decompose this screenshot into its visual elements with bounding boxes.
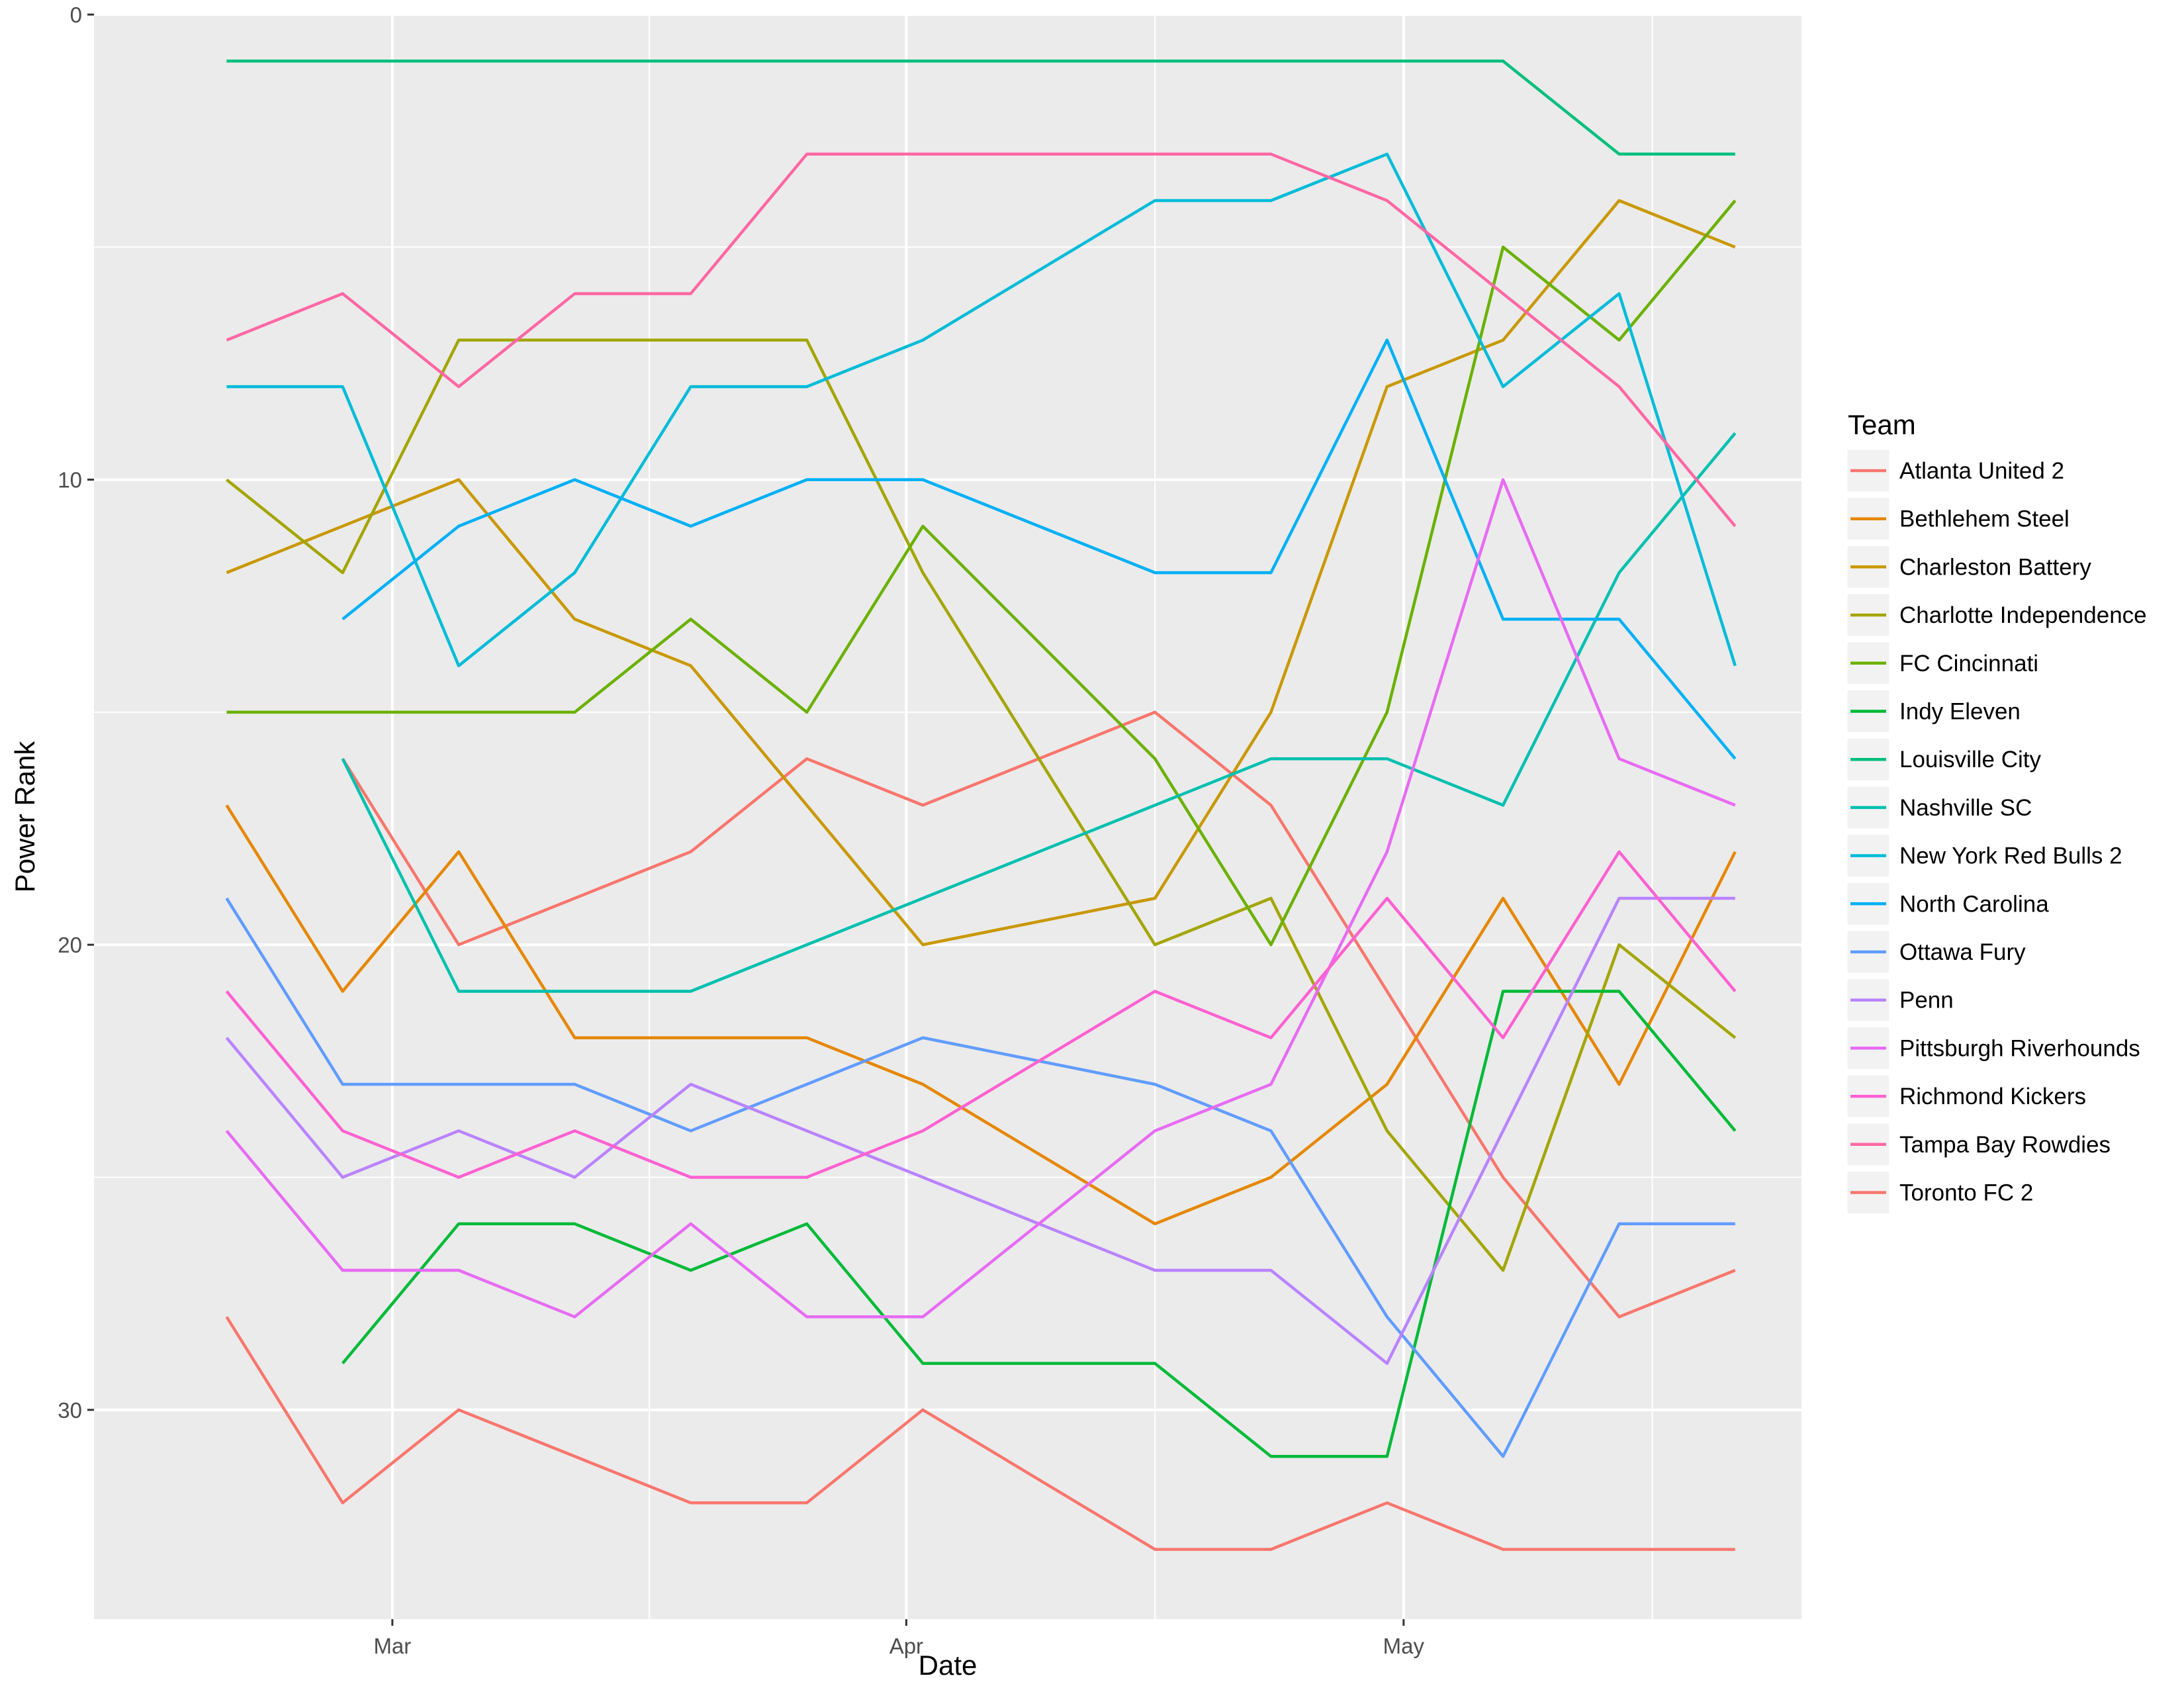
x-tick-label: Mar [373,1634,411,1658]
legend-item-bethlehem-steel: Bethlehem Steel [1845,496,2070,542]
y-tick-label: 10 [58,468,82,492]
legend-item-indy-eleven: Indy Eleven [1845,688,2021,734]
series-line-penn [225,896,1735,1365]
legend-items: Atlanta United 2 Bethlehem Steel Charlesto… [1845,447,2147,1215]
series-line-bethlehem-steel [225,804,1737,1226]
y-tick-label: 0 [70,3,82,27]
legend-label: Toronto FC 2 [1899,1180,2033,1206]
legend-label: Nashville SC [1899,795,2032,821]
series-lines [225,60,1737,1551]
legend-item-penn: Penn [1845,977,1954,1023]
legend-label: New York Red Bulls 2 [1899,843,2122,869]
x-axis: Mar Apr May [373,1619,1425,1658]
legend: Team Atlanta United 2 Bethlehem Steel Char… [1845,409,2147,1215]
legend-item-north-carolina: North Carolina [1845,880,2049,927]
series-line-nashville-sc [341,432,1737,993]
legend-item-pittsburgh-riverhounds: Pittsburgh Riverhounds [1845,1025,2140,1071]
legend-label: Charleston Battery [1899,554,2091,580]
legend-label: Pittsburgh Riverhounds [1899,1035,2140,1061]
series-line-charlotte-independence [225,338,1737,1272]
y-axis-title: Power Rank [9,741,40,893]
y-tick-label: 20 [58,933,82,957]
legend-item-toronto-fc-2: Toronto FC 2 [1845,1170,2033,1215]
legend-item-louisville-city: Louisville City [1845,736,2041,782]
legend-item-fc-cincinnati: FC Cincinnati [1845,640,2038,686]
series-line-toronto-fc-2 [225,1316,1735,1551]
series-line-indy-eleven [341,990,1737,1458]
series-line-louisville-city [226,60,1735,156]
legend-label: Penn [1899,988,1954,1013]
series-line-ottawa-fury [225,897,1735,1458]
legend-label: Atlanta United 2 [1899,458,2064,484]
legend-item-new-york-red-bulls-2: New York Red Bulls 2 [1845,833,2122,879]
legend-label: Charlotte Independence [1899,602,2147,628]
series-line-pittsburgh-riverhounds [225,478,1736,1319]
legend-item-atlanta-united-2: Atlanta United 2 [1845,447,2064,494]
legend-item-charleston-battery: Charleston Battery [1845,543,2091,590]
legend-item-nashville-sc: Nashville SC [1845,784,2032,831]
plot-panel [94,15,1801,1619]
legend-item-richmond-kickers: Richmond Kickers [1845,1073,2086,1119]
series-line-fc-cincinnati [226,199,1737,947]
series-line-charleston-battery [226,199,1736,947]
x-tick-label: May [1383,1634,1425,1658]
legend-label: FC Cincinnati [1899,651,2038,677]
legend-title: Team [1848,409,1916,440]
x-tick-label: Apr [889,1634,923,1658]
x-axis-title: Date [919,1650,978,1681]
legend-item-charlotte-independence: Charlotte Independence [1845,592,2147,638]
y-tick-label: 30 [58,1398,82,1423]
legend-label: Tampa Bay Rowdies [1899,1132,2111,1158]
legend-label: Richmond Kickers [1899,1084,2086,1109]
series-line-north-carolina [341,338,1737,760]
series-line-new-york-red-bulls-2 [226,152,1737,667]
series-line-richmond-kickers [225,850,1737,1179]
legend-item-ottawa-fury: Ottawa Fury [1845,929,2026,975]
y-axis: 0 10 20 30 [58,3,94,1423]
legend-label: North Carolina [1899,891,2049,917]
legend-label: Ottawa Fury [1899,939,2026,965]
legend-label: Indy Eleven [1899,699,2021,725]
series-line-tampa-bay-rowdies [226,152,1737,528]
legend-label: Bethlehem Steel [1899,506,2070,532]
series-line-atlanta-united-2 [341,710,1736,1319]
legend-label: Louisville City [1899,747,2041,773]
major-gridlines [94,13,1801,1619]
legend-item-tampa-bay-rowdies: Tampa Bay Rowdies [1845,1121,2111,1168]
